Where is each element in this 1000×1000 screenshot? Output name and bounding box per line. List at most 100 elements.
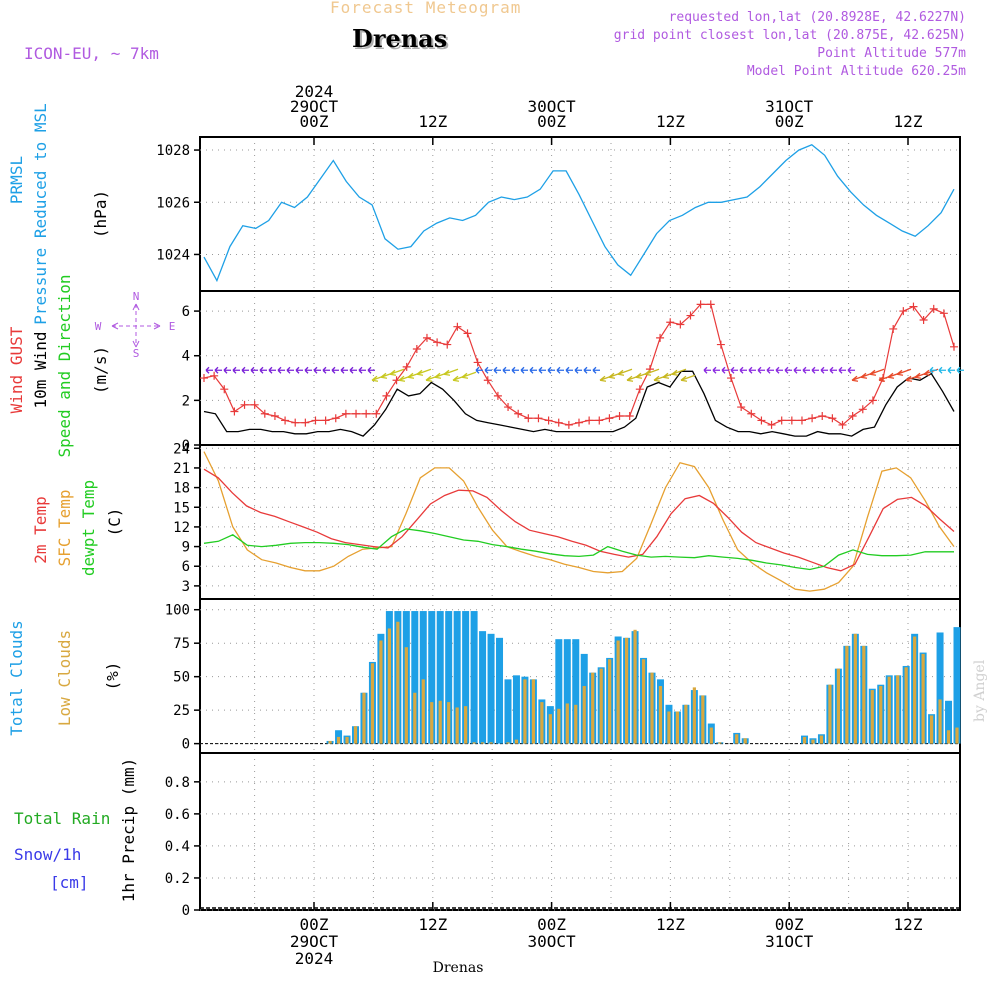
low-cloud-bar <box>447 702 451 744</box>
wind-10m-line <box>203 370 955 437</box>
precip-legend-snow: Snow/1h <box>14 845 81 864</box>
wind-gust-marker <box>767 420 776 429</box>
low-cloud-bar <box>845 645 849 744</box>
wind-gust-marker <box>595 416 604 425</box>
total-cloud-bar <box>953 627 961 744</box>
sfc-temp-line <box>203 451 955 592</box>
wind-gust-marker <box>372 409 381 418</box>
wind-gust-marker <box>615 411 624 420</box>
footer-station-name: Drenas <box>433 960 484 976</box>
low-cloud-bar <box>913 636 917 744</box>
wind-gust-marker <box>291 418 300 427</box>
total-cloud-bar <box>504 679 512 744</box>
wind-gust-marker <box>331 414 340 423</box>
wind-gust-marker <box>514 409 523 418</box>
low-cloud-bar <box>523 679 527 744</box>
wind-ytick-label: 2 <box>182 393 190 409</box>
total-cloud-bar <box>436 611 444 744</box>
wind-direction-arrow <box>766 366 774 374</box>
low-cloud-bar <box>692 687 696 744</box>
page-title: Forecast Meteogram <box>330 0 522 17</box>
wind-gust-line <box>203 303 955 426</box>
wind-gust-marker <box>281 416 290 425</box>
clouds-ylabel-low: Low Clouds <box>55 630 74 726</box>
total-cloud-bar <box>419 611 427 744</box>
requested-lonlat: requested lon,lat (20.8928E, 42.6227N) <box>668 10 966 25</box>
wind-direction-arrow <box>757 366 765 374</box>
wind-gust-marker <box>929 304 938 313</box>
wind-gust-marker <box>564 420 573 429</box>
low-cloud-bar <box>709 727 713 744</box>
low-cloud-bar <box>548 714 552 744</box>
low-cloud-bar <box>421 679 425 744</box>
wind-direction-arrow <box>520 366 528 374</box>
low-cloud-bar <box>396 621 400 744</box>
top-time-label: 12Z <box>656 112 685 131</box>
wind-gust-marker <box>463 329 472 338</box>
wind-gust-marker <box>362 409 371 418</box>
low-cloud-bar <box>582 686 586 744</box>
low-cloud-bar <box>480 742 485 744</box>
wind-direction-arrow <box>475 366 483 374</box>
compass-north: N <box>133 290 140 303</box>
temp-ylabel-dewpt: dewpt Temp <box>79 480 98 576</box>
low-cloud-bar <box>921 653 925 744</box>
low-cloud-bar <box>819 735 824 744</box>
wind-direction-arrow <box>367 366 375 374</box>
wind-gust-marker <box>443 340 452 349</box>
low-cloud-bar <box>540 702 544 744</box>
precip-legend-snow-unit: [cm] <box>50 873 89 892</box>
pressure-panel-frame <box>199 136 961 292</box>
bottom-time-label: 00Z <box>775 915 804 934</box>
wind-gust-marker <box>605 414 614 423</box>
wind-ylabel-direction: Speed and Direction <box>55 274 74 457</box>
low-cloud-bar <box>514 739 519 744</box>
low-cloud-bar <box>828 684 832 744</box>
clouds-ytick-label: 0 <box>182 737 190 753</box>
wind-direction-arrow <box>574 366 582 374</box>
top-time-label: 00Z <box>300 112 329 131</box>
wind-direction-arrow <box>538 366 546 374</box>
bottom-time-label: 12Z <box>418 915 447 934</box>
wind-direction-arrow <box>847 366 855 374</box>
pressure-unit: (hPa) <box>91 190 110 238</box>
pressure-line <box>203 144 955 283</box>
wind-gust-marker <box>848 411 857 420</box>
wind-direction-arrow <box>739 366 747 374</box>
low-cloud-bar <box>328 740 332 744</box>
wind-direction-arrow <box>529 366 537 374</box>
total-cloud-bar <box>479 631 487 744</box>
wind-direction-arrow <box>644 368 660 376</box>
temp-ylabel-sfc: SFC Temp <box>55 489 74 566</box>
model-point-altitude: Model Point Altitude 620.25m <box>746 64 966 79</box>
wind-direction-arrow <box>583 366 591 374</box>
compass-east: E <box>169 320 176 333</box>
low-cloud-bar <box>802 736 807 744</box>
wind-gust-marker <box>899 307 908 316</box>
total-cloud-bar <box>512 675 520 744</box>
low-cloud-bar <box>684 704 688 744</box>
low-cloud-bar <box>667 711 671 744</box>
wind-direction-arrow <box>617 368 633 376</box>
total-cloud-bar <box>470 611 478 744</box>
wind-unit: (m/s) <box>91 346 110 394</box>
low-cloud-bar <box>413 692 417 744</box>
bottom-time-label: 12Z <box>894 915 923 934</box>
temperature-ytick-label: 18 <box>173 481 190 497</box>
wind-gust-marker <box>696 300 705 309</box>
wind-ylabel-gust: Wind GUST <box>7 326 26 413</box>
low-cloud-bar <box>608 659 612 744</box>
low-cloud-bar <box>658 686 663 744</box>
low-cloud-bar <box>946 730 951 744</box>
wind-direction-arrow <box>712 366 720 374</box>
total-cloud-bar <box>563 639 571 744</box>
low-cloud-bar <box>633 629 637 744</box>
temperature-ytick-label: 15 <box>173 500 190 516</box>
bottom-time-label: 2024 <box>295 949 334 968</box>
wind-direction-arrow <box>775 366 783 374</box>
temp-unit: (C) <box>105 508 124 537</box>
clouds-unit: (%) <box>103 662 122 691</box>
wind-direction-arrow <box>565 366 573 374</box>
wind-direction-arrow <box>232 366 240 374</box>
